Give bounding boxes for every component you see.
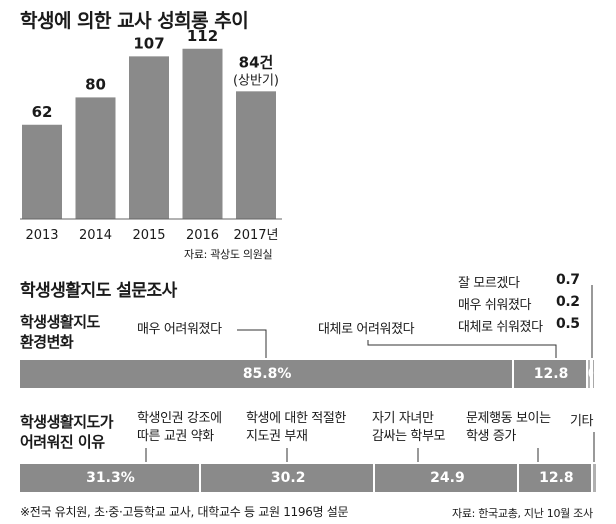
survey2-label-other: 기타 <box>570 414 594 429</box>
survey2-subtitle-line2: 어려워진 이유 <box>20 433 105 451</box>
bar-value-label: 84건 <box>239 53 274 71</box>
footer-source: 자료: 한국교총, 지난 10월 조사 <box>452 507 593 520</box>
chart1-title: 학생에 의한 교사 성희롱 추이 <box>20 10 249 32</box>
survey2-label-guidance-absence-line2: 지도권 부재 <box>246 429 308 444</box>
survey1-segment <box>587 360 590 388</box>
survey2-label-guidance-absence: 학생에 대한 적절한 지도권 부재 <box>246 410 346 446</box>
survey1-label-dont-know: 잘 모르겠다 <box>458 276 520 291</box>
bar-value-note: (상반기) <box>233 73 279 88</box>
footer-note: ※전국 유치원, 초·중·고등학교 교사, 대학교수 등 교원 1196명 설문 <box>20 505 349 519</box>
survey2-bar: 31.3% 30.2 24.9 12.8 <box>20 464 598 492</box>
survey2-label-problem-students: 문제행동 보이는 학생 증가 <box>466 410 551 446</box>
bar-value-label: 107 <box>133 34 164 52</box>
survey2-label-parents-line2: 감싸는 학부모 <box>372 429 446 444</box>
survey2-segment <box>200 464 374 492</box>
survey1-subtitle-line1: 학생생활지도 <box>20 313 100 331</box>
x-tick-label: 2017년 <box>233 228 278 243</box>
survey1-label-somewhat-easy: 대체로 쉬워졌다 <box>458 320 543 335</box>
survey2-segment <box>593 464 596 492</box>
survey1-value-very-easy: 0.2 <box>556 294 580 310</box>
survey2-label-parents-line1: 자기 자녀만 <box>372 411 434 426</box>
survey1-segment <box>514 360 586 388</box>
survey2-subtitle-line1: 학생생활지도가 <box>20 413 114 431</box>
survey2-label-problem-students-line1: 문제행동 보이는 <box>466 411 551 426</box>
survey2-segment-value: 30.2 <box>270 470 306 486</box>
survey2-segment-value: 12.8 <box>539 470 574 486</box>
survey1-label-very-hard: 매우 어려워졌다 <box>137 322 222 337</box>
survey1-segment <box>20 360 513 388</box>
bar-value-label: 62 <box>32 103 53 121</box>
x-tick-label: 2015 <box>132 228 165 243</box>
bar-2017년 <box>236 91 276 219</box>
survey1-subtitle-line2: 환경변화 <box>20 333 74 351</box>
x-tick-label: 2016 <box>186 228 219 243</box>
survey2-segment-value: 31.3% <box>86 470 135 486</box>
survey2-label-parents: 자기 자녀만 감싸는 학부모 <box>372 410 445 446</box>
survey1-segment <box>593 360 594 388</box>
bar-chart: 62 2013 80 2014 107 2015 112 2016 84건 (상반기) 2017년 <box>20 27 282 243</box>
survey1-segment-value: 85.8% <box>242 366 292 382</box>
x-tick-label: 2013 <box>25 228 58 243</box>
survey2-label-problem-students-line2: 학생 증가 <box>466 429 516 444</box>
bar-value-label: 80 <box>85 75 106 93</box>
survey2-segment-value: 24.9 <box>430 470 465 486</box>
survey1-label-very-easy: 매우 쉬워졌다 <box>458 298 532 313</box>
chart2-title: 학생생활지도 설문조사 <box>20 281 177 301</box>
bar-2014 <box>75 97 116 219</box>
survey2-label-guidance-absence-line1: 학생에 대한 적절한 <box>246 411 346 426</box>
survey2-subtitle: 학생생활지도가 어려워진 이유 <box>20 412 114 452</box>
bar-2013 <box>22 124 62 219</box>
bar-value-label: 112 <box>187 27 218 45</box>
bar-2015 <box>129 56 169 219</box>
survey2-label-student-rights-line1: 학생인권 강조에 <box>137 411 222 426</box>
survey1-segment-value: 12.8 <box>533 366 569 382</box>
chart1-source: 자료: 곽상도 의원실 <box>184 248 273 261</box>
survey1-label-somewhat-hard: 대체로 어려워졌다 <box>318 322 415 337</box>
survey1-subtitle: 학생생활지도 환경변화 <box>20 312 100 352</box>
survey1-value-somewhat-easy: 0.5 <box>556 316 580 332</box>
survey1-value-dont-know: 0.7 <box>556 272 580 288</box>
survey2-label-student-rights: 학생인권 강조에 따른 교권 약화 <box>137 410 222 446</box>
bar-2016 <box>182 48 223 220</box>
x-tick-label: 2014 <box>79 228 112 243</box>
survey2-segment <box>20 464 199 492</box>
survey2-segment <box>375 464 518 492</box>
survey2-segment <box>519 464 592 492</box>
survey2-label-student-rights-line2: 따른 교권 약화 <box>137 429 214 444</box>
